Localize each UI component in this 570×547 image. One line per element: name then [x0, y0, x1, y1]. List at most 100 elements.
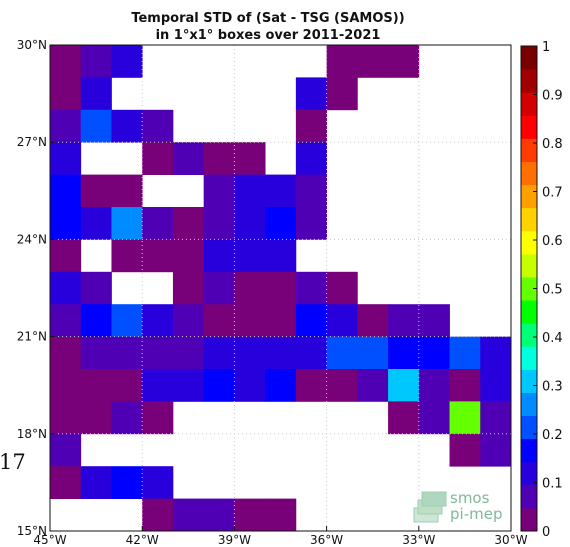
heatmap-cell [203, 239, 235, 273]
heatmap-cell [449, 433, 481, 467]
heatmap-cell [326, 77, 358, 111]
stack-icon [413, 491, 447, 523]
heatmap-cell [203, 498, 235, 532]
heatmap-cell [265, 174, 297, 208]
colorbar-swatch [521, 392, 537, 417]
y-tick-label: 27°N [17, 135, 47, 149]
heatmap-cell [50, 109, 82, 143]
colorbar-swatch [521, 461, 537, 486]
heatmap-cell [295, 109, 327, 143]
heatmap-cell [234, 304, 266, 337]
x-tick-label: 45°W [33, 533, 66, 547]
heatmap-cell [265, 271, 297, 305]
heatmap-cell [265, 207, 297, 240]
grid-lines [50, 45, 511, 531]
heatmap-cell [203, 271, 235, 305]
heatmap-cell [326, 45, 358, 78]
heatmap-cell [50, 433, 82, 467]
heatmap-cell [80, 466, 112, 499]
heatmap-cell [142, 369, 174, 402]
heatmap-cell [480, 369, 512, 402]
heatmap-cell [50, 369, 82, 402]
heatmap-cell [234, 207, 266, 240]
heatmap-cell [111, 207, 143, 240]
heatmap-cell [142, 207, 174, 240]
heatmap-cell [295, 142, 327, 175]
y-tick-label: 30°N [17, 38, 47, 52]
heatmap-cell [142, 466, 174, 499]
heatmap-cell [203, 207, 235, 240]
heatmap-cell [142, 401, 174, 435]
heatmap-cell [50, 336, 82, 370]
heatmap-cell [449, 336, 481, 370]
x-tick-label: 33°W [402, 533, 435, 547]
colorbar-swatch [521, 184, 537, 209]
heatmap-cell [203, 142, 235, 175]
colorbar-tick-label: 0.1 [542, 477, 563, 492]
heatmap-cell [388, 336, 420, 370]
heatmap-cell [449, 369, 481, 402]
heatmap-cell [295, 369, 327, 402]
heatmap-cell [326, 336, 358, 370]
colorbar-swatch [521, 230, 537, 255]
colorbar-tick-label: 0.7 [542, 186, 563, 201]
heatmap-cell [80, 304, 112, 337]
colorbar-tick-label: 0.2 [542, 428, 563, 443]
heatmap-cell [234, 336, 266, 370]
heatmap-cell [80, 271, 112, 305]
heatmap-cell [357, 336, 389, 370]
x-tick-label: 39°W [218, 533, 251, 547]
heatmap-cell [50, 142, 82, 175]
x-axis-ticks: 45°W 42°W 39°W 36°W 33°W 30°W [33, 526, 528, 547]
heatmap-cell [172, 207, 205, 240]
heatmap-cell [80, 336, 112, 370]
colorbar-tick-label: 0.4 [542, 331, 563, 346]
heatmap-cell [326, 304, 358, 337]
heatmap-cell [111, 45, 143, 78]
colorbar-swatch [521, 369, 537, 393]
heatmap-cell [142, 142, 174, 175]
heatmap-cell [234, 174, 266, 208]
colorbar-swatch [521, 507, 537, 532]
x-tick-label: 30°W [494, 533, 527, 547]
y-tick-label: 21°N [17, 330, 47, 344]
watermark-line-1: smos [450, 489, 490, 507]
colorbar-swatch [521, 69, 537, 93]
colorbar-swatch [521, 138, 537, 162]
heatmap-cell [111, 109, 143, 143]
heatmap-cell [449, 401, 481, 435]
colorbar: 0 0.1 0.2 0.3 0.4 0.5 0.6 0.7 0.8 0.9 1 [520, 40, 563, 540]
colorbar-tick-label: 0.9 [542, 89, 563, 104]
heatmap-cell [295, 207, 327, 240]
heatmap-cell [234, 142, 266, 175]
heatmap-cell [172, 304, 205, 337]
colorbar-tick-label: 0.6 [542, 234, 563, 249]
heatmap-cells [50, 45, 512, 532]
heatmap-cell [80, 174, 112, 208]
heatmap-cell [111, 239, 143, 273]
heatmap-cell [80, 109, 112, 143]
heatmap-cell [80, 207, 112, 240]
heatmap-cell [203, 304, 235, 337]
chart-title-line-1: Temporal STD of (Sat - TSG (SAMOS)) [131, 11, 404, 26]
heatmap-cell [80, 45, 112, 78]
heatmap-cell [172, 239, 205, 273]
heatmap-cell [50, 466, 82, 499]
heatmap-cell [142, 498, 174, 532]
heatmap-cell [172, 336, 205, 370]
colorbar-tick-label: 0.3 [542, 380, 563, 395]
heatmap-cell [142, 304, 174, 337]
heatmap-cell [357, 369, 389, 402]
heatmap-cell [326, 369, 358, 402]
heatmap-cell [265, 369, 297, 402]
heatmap-cell [142, 239, 174, 273]
watermark-line-2: pi-mep [450, 505, 502, 523]
heatmap-cell [295, 77, 327, 111]
colorbar-swatch [521, 484, 537, 509]
chart-title-line-2: in 1°x1° boxes over 2011-2021 [156, 28, 381, 43]
heatmap-cell [418, 304, 450, 337]
heatmap-cell [80, 401, 112, 435]
heatmap-cell [111, 466, 143, 499]
heatmap-cell [142, 336, 174, 370]
heatmap-cell [80, 369, 112, 402]
